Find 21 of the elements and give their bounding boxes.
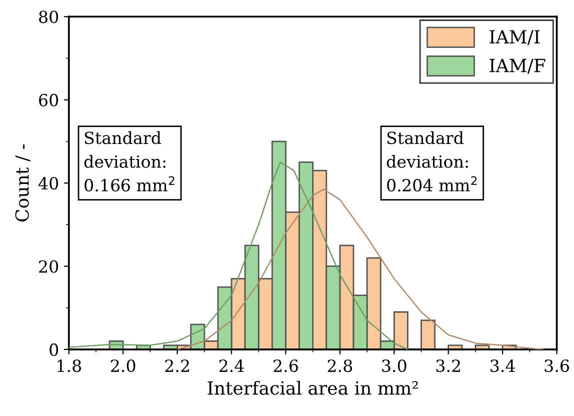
x-tick-label: 3.0 — [382, 359, 406, 372]
x-tick-label: 2.0 — [110, 359, 136, 372]
legend-label: IAM/I — [490, 30, 540, 46]
x-tick-label: 2.8 — [328, 359, 352, 372]
y-axis-title: Count / - — [15, 144, 30, 222]
y-tick-label: 40 — [38, 177, 58, 190]
x-tick-label: 3.2 — [436, 359, 460, 372]
y-tick-label: 0 — [50, 343, 58, 356]
x-tick-label: 3.4 — [490, 359, 515, 372]
annotation: Standard deviation: 0.166 mm$^{2}$ — [84, 131, 174, 192]
x-tick-label: 2.6 — [274, 359, 298, 372]
x-tick-label: 1.8 — [58, 359, 82, 372]
y-tick-label: 60 — [39, 94, 58, 106]
y-tick-label: 80 — [39, 10, 58, 24]
y-tick-label: 20 — [39, 260, 58, 273]
x-tick-label: 3.6 — [544, 359, 569, 372]
x-tick-label: 2.2 — [165, 359, 189, 372]
annotation: Standard deviation: 0.204 mm$^{2}$ — [386, 131, 477, 192]
x-axis-title: Interfacial area in mm² — [208, 380, 418, 395]
x-tick-label: 2.4 — [219, 359, 244, 372]
legend-label: IAM/F — [490, 58, 546, 74]
